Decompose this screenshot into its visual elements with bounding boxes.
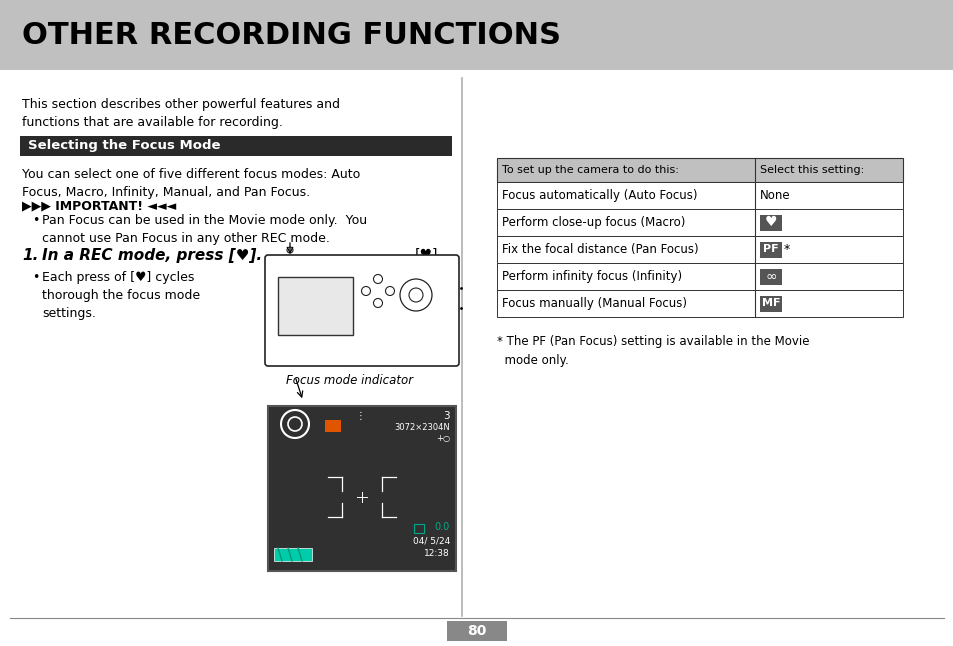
- Bar: [497, 209, 902, 236]
- Text: ▶▶▶ IMPORTANT! ◄◄◄: ▶▶▶ IMPORTANT! ◄◄◄: [22, 199, 176, 212]
- Text: [♥]: [♥]: [415, 248, 438, 262]
- Bar: [414, 524, 423, 533]
- Text: 0.0: 0.0: [435, 522, 450, 532]
- Bar: [760, 269, 781, 284]
- Text: Focus automatically (Auto Focus): Focus automatically (Auto Focus): [501, 189, 697, 202]
- Text: *: *: [783, 243, 789, 256]
- Text: None: None: [760, 189, 790, 202]
- Text: 80: 80: [467, 624, 486, 638]
- Bar: [760, 295, 781, 311]
- Bar: [20, 136, 452, 156]
- Bar: [497, 236, 902, 263]
- Text: 1.: 1.: [22, 248, 38, 263]
- Bar: [0, 70, 953, 646]
- Text: PF: PF: [762, 244, 778, 255]
- Text: Focus manually (Manual Focus): Focus manually (Manual Focus): [501, 297, 686, 310]
- Bar: [274, 548, 312, 561]
- Text: OTHER RECORDING FUNCTIONS: OTHER RECORDING FUNCTIONS: [22, 21, 560, 50]
- Text: To set up the camera to do this:: To set up the camera to do this:: [501, 165, 679, 175]
- Bar: [760, 242, 781, 258]
- Bar: [760, 214, 781, 231]
- Bar: [268, 406, 456, 571]
- Text: Perform infinity focus (Infinity): Perform infinity focus (Infinity): [501, 270, 681, 283]
- Bar: [497, 158, 902, 182]
- Text: Select this setting:: Select this setting:: [760, 165, 863, 175]
- Text: 12:38: 12:38: [424, 548, 450, 557]
- Text: Each press of [♥] cycles
thorough the focus mode
settings.: Each press of [♥] cycles thorough the fo…: [42, 271, 200, 320]
- Bar: [497, 182, 902, 209]
- Text: Perform close-up focus (Macro): Perform close-up focus (Macro): [501, 216, 684, 229]
- Text: In a REC mode, press [♥].: In a REC mode, press [♥].: [42, 248, 262, 263]
- Text: This section describes other powerful features and
functions that are available : This section describes other powerful fe…: [22, 98, 339, 129]
- Text: Focus mode indicator: Focus mode indicator: [286, 374, 413, 387]
- Text: 04/ 5/24: 04/ 5/24: [413, 536, 450, 545]
- Text: •: •: [32, 214, 39, 227]
- Text: MF: MF: [760, 298, 780, 309]
- Text: +○: +○: [436, 435, 450, 444]
- Bar: [497, 263, 902, 290]
- Bar: [0, 0, 953, 70]
- Text: 3: 3: [443, 411, 450, 421]
- Bar: [277, 277, 353, 335]
- Text: * The PF (Pan Focus) setting is available in the Movie
  mode only.: * The PF (Pan Focus) setting is availabl…: [497, 335, 809, 367]
- Text: •: •: [32, 271, 39, 284]
- Text: You can select one of five different focus modes: Auto
Focus, Macro, Infinity, M: You can select one of five different foc…: [22, 168, 360, 199]
- Text: Selecting the Focus Mode: Selecting the Focus Mode: [28, 140, 220, 152]
- Bar: [497, 290, 902, 317]
- Text: Fix the focal distance (Pan Focus): Fix the focal distance (Pan Focus): [501, 243, 698, 256]
- Text: ∞: ∞: [764, 269, 776, 284]
- FancyBboxPatch shape: [265, 255, 458, 366]
- Bar: [447, 621, 506, 641]
- Text: Pan Focus can be used in the Movie mode only.  You
cannot use Pan Focus in any o: Pan Focus can be used in the Movie mode …: [42, 214, 367, 245]
- Text: 3072×2304N: 3072×2304N: [394, 424, 450, 433]
- Text: ♥: ♥: [764, 216, 777, 229]
- Bar: [325, 420, 340, 432]
- Text: ⋮: ⋮: [355, 411, 365, 421]
